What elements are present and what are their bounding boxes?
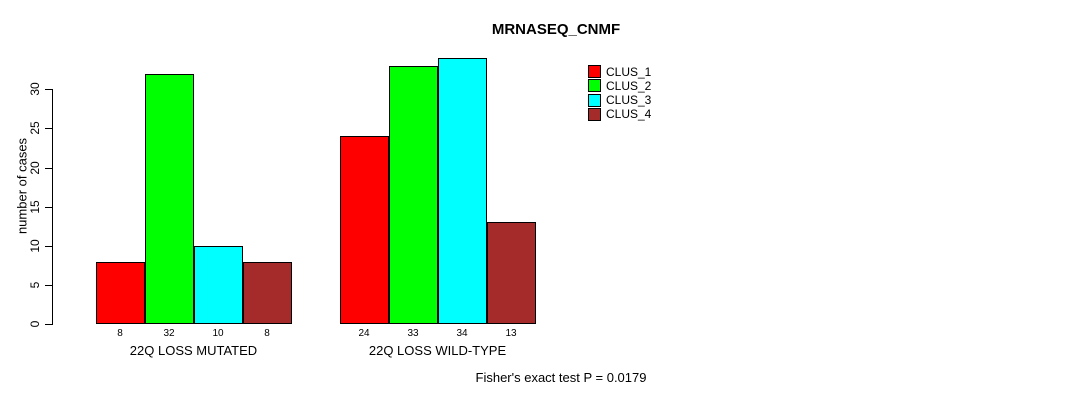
- bar-clus_4-1: [242, 261, 292, 325]
- legend-item-clus_2: CLUS_2: [588, 78, 652, 93]
- bar-clus_1-1: [95, 261, 145, 325]
- annotation-text: Fisher's exact test P = 0.0179: [475, 370, 647, 385]
- category-label: 22Q LOSS WILD-TYPE: [368, 342, 507, 358]
- y-tick-mark: [45, 89, 52, 91]
- y-tick-label: 25: [28, 121, 42, 136]
- bar-value-label: 8: [264, 328, 270, 339]
- bar-value-label: 13: [505, 328, 517, 339]
- bar-value-label: 8: [117, 328, 123, 339]
- y-tick-label: 30: [28, 82, 42, 96]
- legend-swatch-icon: [588, 65, 601, 78]
- bar-clus_2-1: [144, 73, 194, 325]
- y-tick-mark: [45, 206, 52, 208]
- y-tick-mark: [45, 324, 52, 326]
- legend-swatch-icon: [588, 107, 601, 121]
- y-tick-mark: [45, 285, 52, 287]
- bar-value-label: 34: [456, 328, 468, 339]
- bar-value-label: 24: [358, 328, 370, 339]
- y-tick-label: 20: [28, 160, 42, 175]
- y-tick-mark: [45, 128, 52, 130]
- legend-label: CLUS_1: [606, 64, 652, 79]
- legend-swatch-icon: [588, 79, 601, 93]
- legend-item-clus_3: CLUS_3: [588, 93, 652, 108]
- y-axis-label: number of cases: [14, 137, 30, 235]
- legend-label: CLUS_4: [606, 107, 652, 122]
- legend-item-clus_4: CLUS_4: [588, 107, 652, 122]
- category-label: 22Q LOSS MUTATED: [129, 342, 258, 358]
- legend-label: CLUS_2: [606, 78, 652, 93]
- legend-item-clus_1: CLUS_1: [588, 64, 652, 79]
- bar-clus_2-2: [388, 65, 438, 325]
- bar-value-label: 10: [212, 328, 224, 339]
- legend-label: CLUS_3: [606, 93, 652, 108]
- y-tick-label: 5: [28, 281, 42, 289]
- y-tick-mark: [45, 245, 52, 247]
- bar-clus_1-2: [339, 136, 389, 325]
- bar-clus_4-2: [486, 222, 536, 325]
- legend-swatch-icon: [588, 93, 601, 107]
- y-tick-label: 15: [28, 200, 42, 214]
- y-tick-mark: [45, 167, 52, 169]
- bar-value-label: 33: [407, 328, 419, 339]
- bar-clus_3-1: [193, 245, 243, 325]
- chart-title: MRNASEQ_CNMF: [491, 21, 621, 38]
- bar-clus_3-2: [437, 57, 487, 325]
- y-tick-label: 10: [28, 239, 42, 253]
- y-axis-line: [52, 89, 53, 326]
- y-tick-label: 0: [28, 320, 42, 328]
- bar-value-label: 32: [163, 328, 175, 339]
